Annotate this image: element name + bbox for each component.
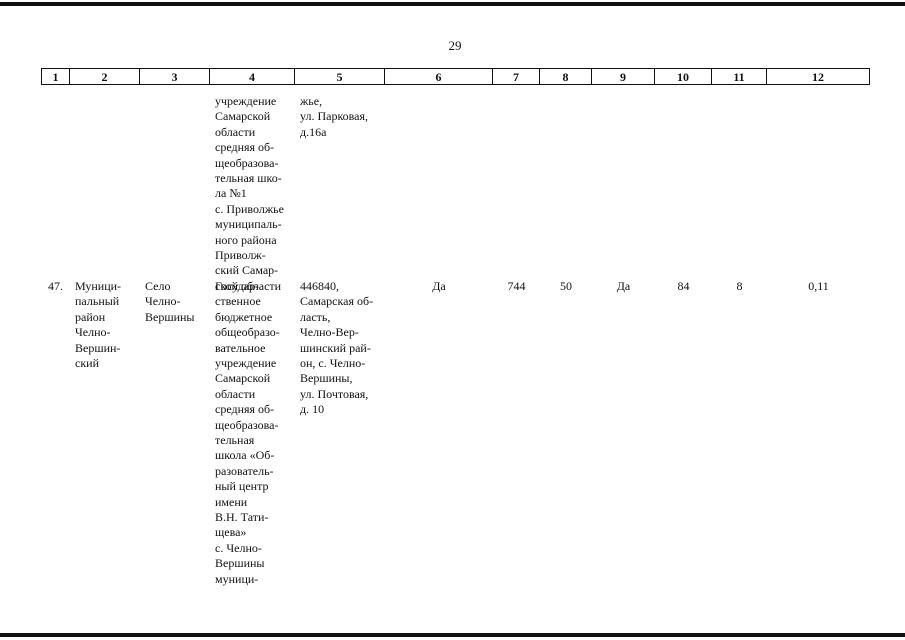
cell-text: он, с. Челно- <box>300 356 366 370</box>
header-cell: 2 <box>70 68 140 85</box>
cell-text: бюджетное <box>215 309 273 324</box>
cell-text: с. Приволжье <box>215 201 284 216</box>
cell-text: ский <box>75 356 99 370</box>
cell-text: ул. Почтовая, <box>300 386 369 401</box>
cell-text: щеобразова- <box>215 155 279 170</box>
cell-text: Да <box>616 279 631 293</box>
cell-text: Вершины <box>145 309 195 324</box>
cell-text: жье, <box>300 94 323 108</box>
cell-text: В.Н. Тати- <box>215 510 269 524</box>
header-cell: 5 <box>295 68 385 85</box>
cell-text: ул. Парковая, <box>300 109 369 124</box>
cell-text: Вершины <box>215 556 265 571</box>
cell-text: 47. <box>48 279 63 293</box>
page-number: 29 <box>448 38 462 53</box>
cell-text: области <box>215 124 256 139</box>
cell-text: области <box>215 386 256 401</box>
cell-text: Государ- <box>215 279 260 293</box>
cell-text: разователь- <box>215 463 274 478</box>
cell-text: Самарская об- <box>300 294 374 309</box>
cell-text: тельная <box>215 433 255 447</box>
cell-text: д.16а <box>300 124 327 139</box>
cell-text: шинский рай- <box>300 340 371 355</box>
header-cell: 4 <box>210 68 295 85</box>
cell-text: вательное <box>215 340 266 355</box>
cell-text: Да <box>432 279 446 293</box>
cell-text: учреждение <box>215 356 277 370</box>
cell-text: муниципаль- <box>215 217 282 232</box>
cell-text: 744 <box>507 279 526 293</box>
cell-text: муници- <box>215 571 259 586</box>
cell-text: ного района <box>215 232 277 247</box>
cell-text: ской области <box>215 278 282 293</box>
cell-text: д. 10 <box>300 402 325 417</box>
header-cell: 1 <box>41 68 70 85</box>
cell-text: ный центр <box>215 479 269 494</box>
header-cell: 8 <box>540 68 592 85</box>
header-cell: 12 <box>767 68 870 85</box>
scan-edge <box>0 2 905 6</box>
cell-text: школа «Об- <box>215 448 275 463</box>
cell-text: ла №1 <box>215 186 247 201</box>
cell-text: ласть, <box>300 309 331 324</box>
cell-text: тельная шко- <box>215 171 282 185</box>
header-cell: 10 <box>655 68 712 85</box>
cell-text: Муници- <box>75 279 122 293</box>
cell-text: Село <box>145 279 171 293</box>
cell-text: средняя об- <box>215 402 275 417</box>
cell-text: 446840, <box>300 279 339 293</box>
cell-text: имени <box>215 494 248 509</box>
cell-text: с. Челно- <box>215 540 262 555</box>
header-cell: 3 <box>140 68 210 85</box>
cell-text: Самарской <box>215 109 271 124</box>
header-cell: 9 <box>592 68 655 85</box>
cell-text: Вершины, <box>300 371 353 386</box>
cell-text: щеобразова- <box>215 417 279 432</box>
cell-text: 84 <box>677 279 690 293</box>
cell-text: ственное <box>215 294 261 309</box>
cell-text: район <box>75 309 106 324</box>
cell-text: Самарской <box>215 371 271 386</box>
cell-text: Вершин- <box>75 340 121 355</box>
cell-text: щева» <box>215 525 247 540</box>
cell-text: 8 <box>736 279 743 293</box>
cell-text: ский Самар- <box>215 263 279 278</box>
cell-text: Челно-Вер- <box>300 325 359 340</box>
cell-text: средняя об- <box>215 140 275 155</box>
cell-text: общеобразо- <box>215 325 280 340</box>
cell-text: учреждение <box>215 94 277 108</box>
cell-text: Челно- <box>75 325 111 340</box>
cell-text: 0,11 <box>808 279 829 293</box>
cell-text: пальный <box>75 294 120 309</box>
header-cell: 11 <box>712 68 767 85</box>
cell-text: Приволж- <box>215 248 266 262</box>
header-cell: 7 <box>493 68 540 85</box>
scan-edge <box>0 633 905 637</box>
cell-text: Челно- <box>145 294 181 309</box>
cell-text: 50 <box>560 279 572 293</box>
header-cell: 6 <box>385 68 493 85</box>
